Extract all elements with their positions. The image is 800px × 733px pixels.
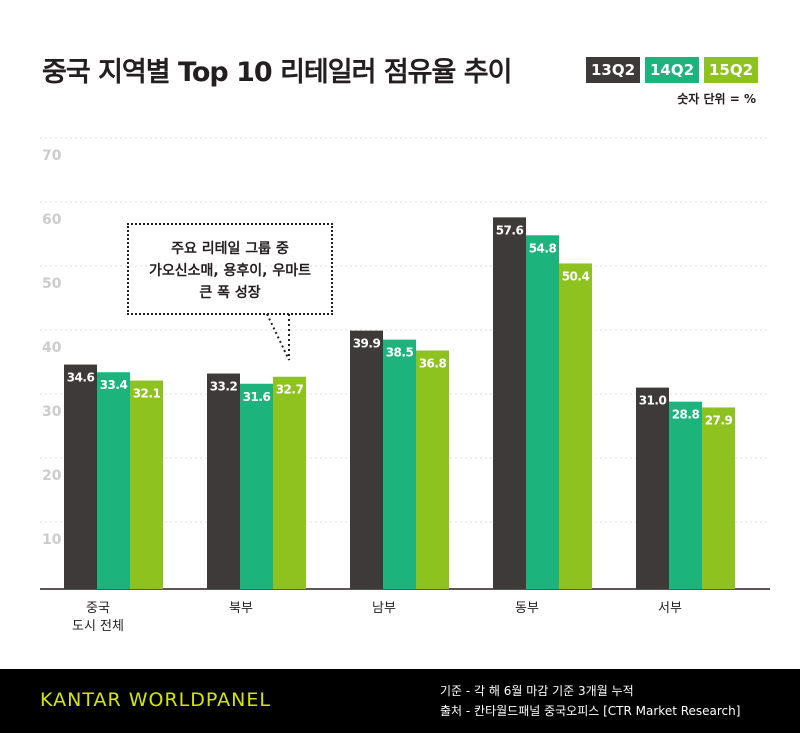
data-label: 32.1: [133, 387, 161, 401]
bar: [97, 372, 130, 589]
bar: [383, 339, 416, 589]
y-tick-label: 20: [42, 468, 62, 484]
bar: [636, 387, 669, 589]
y-tick-label: 70: [42, 148, 62, 164]
y-tick-label: 60: [42, 212, 62, 228]
category-label: 중국 도시 전체: [72, 601, 124, 634]
y-tick-label: 50: [42, 276, 62, 292]
legend-14q2: 14Q2: [645, 57, 699, 83]
bar: [207, 373, 240, 589]
bar: [130, 380, 163, 589]
data-label: 57.6: [496, 223, 524, 237]
data-label: 34.6: [67, 371, 95, 385]
data-label: 32.7: [276, 383, 304, 397]
data-label: 54.8: [529, 241, 557, 255]
data-label: 27.9: [705, 413, 733, 427]
data-label: 31.6: [243, 390, 271, 404]
callout-pointer: [266, 313, 290, 361]
footer: KANTAR WORLDPANEL 기준 - 각 해 6월 마감 기준 3개월 …: [0, 669, 800, 733]
data-label: 39.9: [353, 337, 381, 351]
data-label: 31.0: [639, 394, 667, 408]
chart-title: 중국 지역별 Top 10 리테일러 점유율 추이: [42, 57, 512, 88]
category-label: 북부: [229, 601, 253, 616]
bar: [350, 330, 383, 589]
basis-note: 기준 - 각 해 6월 마감 기준 3개월 누적: [440, 684, 634, 698]
data-label: 50.4: [562, 269, 590, 283]
category-label: 동부: [515, 601, 539, 616]
data-label: 28.8: [672, 408, 700, 422]
bar: [416, 350, 449, 589]
bar: [273, 376, 306, 589]
source-note: 출처 - 칸타월드패널 중국오피스 [CTR Market Research]: [440, 704, 741, 718]
y-tick-label: 10: [42, 532, 62, 548]
data-label: 38.5: [386, 346, 414, 360]
unit-note: 숫자 단위 = %: [677, 92, 756, 106]
bar: [526, 235, 559, 589]
kantar-logo: KANTAR WORLDPANEL: [40, 689, 271, 711]
annotation-callout: 주요 리테일 그룹 중 가오신소매, 용후이, 우마트 큰 폭 성장: [127, 223, 333, 315]
bar: [559, 263, 592, 589]
bar: [64, 364, 97, 589]
bar: [669, 401, 702, 589]
data-label: 33.4: [100, 378, 128, 392]
category-label: 남부: [372, 601, 396, 616]
y-tick-label: 40: [42, 340, 62, 356]
legend-15q2: 15Q2: [704, 57, 758, 83]
legend-13q2: 13Q2: [586, 57, 640, 83]
data-label: 33.2: [210, 380, 238, 394]
bar: [240, 383, 273, 589]
bar-chart: 10 20 30 40 50 60 70 34.6 33.4 32.1 33.2 31.6 32.7 39…: [40, 137, 770, 590]
y-tick-label: 30: [42, 404, 62, 420]
bar: [702, 407, 735, 589]
category-label: 서부: [658, 601, 682, 616]
bar: [493, 217, 526, 590]
data-label: 36.8: [419, 356, 447, 370]
